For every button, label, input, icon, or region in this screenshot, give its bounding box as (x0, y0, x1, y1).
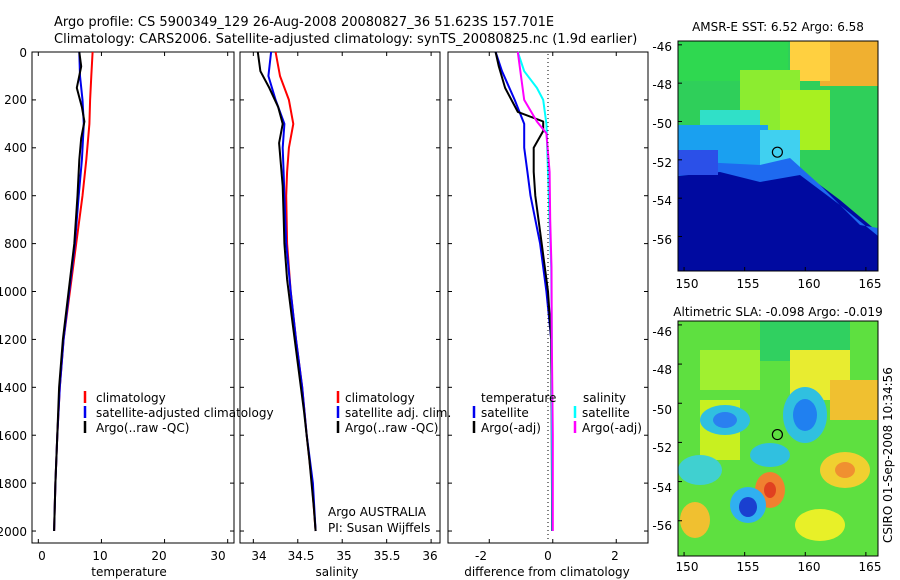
ytick-400: 400 (4, 141, 27, 155)
sla-map-xtick-labels: 150 155 160 165 (676, 560, 882, 574)
ytick-2000: 2000 (0, 525, 27, 539)
sla-map-title: Altimetric SLA: -0.098 Argo: -0.019 (673, 305, 882, 319)
difference-legend: temperature salinity satellite Argo(-adj… (472, 391, 642, 435)
ytick-600: 600 (4, 189, 27, 203)
sal-xtick-34.5: 34.5 (288, 549, 315, 563)
ytick-1800: 1800 (0, 477, 27, 491)
sla-ytick-52: -52 (652, 441, 672, 455)
legend-climatology: climatology (96, 391, 166, 405)
sst-map (678, 41, 878, 271)
sst-map-title: AMSR-E SST: 6.52 Argo: 6.58 (692, 20, 864, 34)
sla-xtick-165: 165 (859, 560, 882, 574)
csiro-timestamp: CSIRO 01-Sep-2008 10:34:56 (881, 367, 895, 543)
series-2-3 (516, 51, 554, 531)
sla-xtick-160: 160 (798, 560, 821, 574)
legend-argo: Argo(..raw -QC) (96, 421, 189, 435)
sst-ytick-54: -54 (652, 194, 672, 208)
sal-xtick-35.5: 35.5 (374, 549, 401, 563)
sla-ytick-50: -50 (652, 403, 672, 417)
ytick-200: 200 (4, 93, 27, 107)
legend-temperature-title: temperature (481, 391, 556, 405)
pi-label: PI: Susan Wijffels (328, 521, 430, 535)
legend-sal-argo-diff: Argo(-adj) (582, 421, 642, 435)
sst-argo-position-marker (771, 146, 783, 158)
sst-ytick-56: -56 (652, 233, 672, 247)
series-0-0 (53, 51, 94, 532)
temp-xtick-20: 20 (151, 549, 166, 563)
sla-ytick-48: -48 (652, 363, 672, 377)
ytick-800: 800 (4, 237, 27, 251)
temperature-legend: climatology satellite-adjusted climatolo… (83, 391, 274, 435)
salinity-legend: climatology satellite adj. clim. Argo(..… (336, 391, 451, 435)
argo-australia-label: Argo AUSTRALIA (328, 505, 427, 519)
ytick-1000: 1000 (0, 285, 27, 299)
sst-map-frame (677, 40, 879, 272)
series-2-1 (494, 51, 554, 532)
temp-xtick-30: 30 (210, 549, 225, 563)
sst-ytick-50: -50 (652, 117, 672, 131)
sla-ytick-46: -46 (652, 325, 672, 339)
sst-xtick-165: 165 (859, 277, 882, 291)
sst-xtick-150: 150 (676, 277, 699, 291)
profile-curves (53, 51, 554, 532)
depth-tick-labels: 0 200 400 600 800 1000 1200 1400 1600 18… (0, 46, 27, 539)
sla-xtick-155: 155 (737, 560, 760, 574)
sst-map-xtick-labels: 150 155 160 165 (676, 277, 882, 291)
ytick-1200: 1200 (0, 333, 27, 347)
temperature-panel-frame (31, 51, 235, 544)
temp-xtick-0: 0 (38, 549, 46, 563)
sst-xtick-155: 155 (737, 277, 760, 291)
diff-xtick-minus2: -2 (475, 549, 487, 563)
ytick-1400: 1400 (0, 381, 27, 395)
ytick-0: 0 (19, 46, 27, 60)
sla-argo-position-marker (771, 428, 783, 441)
tick-marks (32, 51, 648, 543)
temp-xlabel: temperature (91, 565, 166, 579)
sla-map (678, 321, 878, 556)
ytick-1600: 1600 (0, 429, 27, 443)
difference-panel-frame (447, 51, 649, 544)
sst-ytick-52: -52 (652, 156, 672, 170)
header-line1: Argo profile: CS 5900349_129 26-Aug-2008… (54, 15, 554, 30)
diff-xtick-2: 2 (611, 549, 619, 563)
sal-xtick-36: 36 (422, 549, 437, 563)
legend-sal-argo: Argo(..raw -QC) (345, 421, 438, 435)
legend-sal-satellite: satellite adj. clim. (345, 406, 451, 420)
sst-map-ytick-labels: -46 -48 -50 -52 -54 -56 (652, 40, 672, 247)
sal-xtick-35: 35 (336, 549, 351, 563)
legend-salinity-title: salinity (583, 391, 626, 405)
legend-satellite-adjusted: satellite-adjusted climatology (96, 406, 274, 420)
legend-temp-argo: Argo(-adj) (481, 421, 541, 435)
sla-xtick-150: 150 (676, 560, 699, 574)
salinity-panel-frame (239, 51, 441, 544)
legend-temp-satellite: satellite (481, 406, 529, 420)
sla-ytick-56: -56 (652, 519, 672, 533)
series-0-2 (53, 51, 86, 532)
legend-sal-satellite-diff: satellite (582, 406, 630, 420)
header-line2: Climatology: CARS2006. Satellite-adjuste… (54, 32, 637, 47)
legend-sal-climatology: climatology (345, 391, 415, 405)
series-1-2 (256, 51, 317, 532)
sla-map-ytick-labels: -46 -48 -50 -52 -54 -56 (652, 325, 672, 533)
diff-xlabel: difference from climatology (464, 565, 630, 579)
sst-map-ticks (678, 44, 867, 271)
sst-ytick-48: -48 (652, 78, 672, 92)
sla-map-ticks (678, 324, 867, 556)
diff-xtick-0: 0 (544, 549, 552, 563)
sst-ytick-46: -46 (652, 40, 672, 54)
sla-map-frame (677, 320, 879, 557)
sla-ytick-54: -54 (652, 481, 672, 495)
sst-xtick-160: 160 (798, 277, 821, 291)
temp-xtick-10: 10 (92, 549, 107, 563)
sal-xlabel: salinity (315, 565, 358, 579)
sal-xtick-34: 34 (251, 549, 266, 563)
